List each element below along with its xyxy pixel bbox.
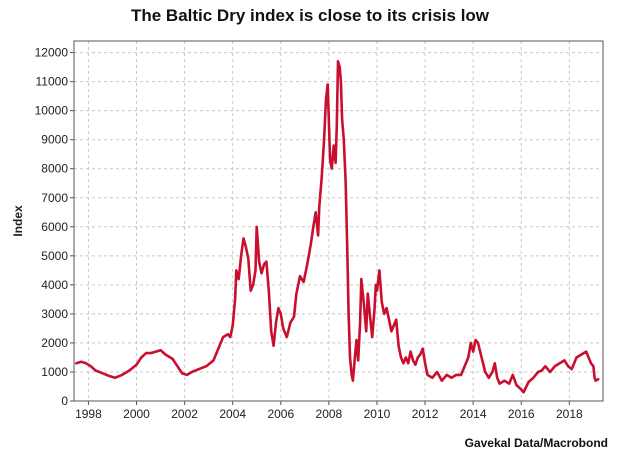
y-tick-label: 5000 [41,249,68,263]
source-label: Gavekal Data/Macrobond [464,436,608,450]
y-tick-label: 6000 [41,220,68,234]
y-tick-label: 11000 [36,75,69,89]
x-tick-label: 2018 [556,407,583,421]
y-tick-label: 1000 [41,365,68,379]
y-tick-label: 3000 [41,307,68,321]
chart-title: The Baltic Dry index is close to its cri… [130,6,490,25]
y-tick-label: 12000 [35,46,69,60]
x-tick-label: 2010 [364,407,391,421]
x-tick-label: 2000 [123,407,150,421]
x-tick-label: 2006 [267,407,294,421]
y-tick-label: 4000 [41,278,68,292]
y-tick-label: 2000 [41,336,68,350]
x-tick-label: 2014 [460,407,487,421]
y-axis-label: Index [11,205,25,237]
y-tick-label: 10000 [35,104,69,118]
plot-frame [73,40,604,402]
y-tick-label: 8000 [41,162,68,176]
y-tick-label: 0 [61,394,68,408]
x-tick-label: 1998 [75,407,102,421]
x-tick-label: 2002 [171,407,198,421]
x-tick-label: 2004 [219,407,246,421]
x-tick-label: 2012 [412,407,439,421]
x-tick-label: 2016 [508,407,535,421]
x-tick-label: 2008 [316,407,343,421]
y-tick-label: 7000 [41,191,68,205]
series-line [75,59,600,394]
y-tick-label: 9000 [41,133,68,147]
